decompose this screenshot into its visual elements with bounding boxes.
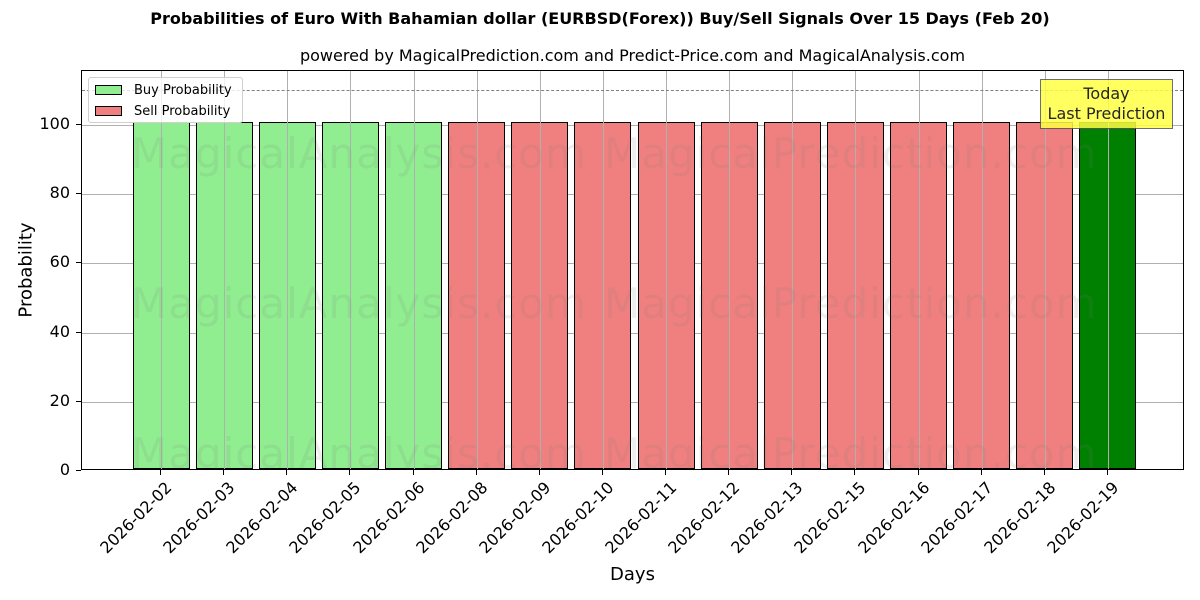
- gridline-x: [1107, 71, 1109, 469]
- annotation-line-1: Today: [1083, 84, 1130, 103]
- gridline-x: [602, 71, 604, 469]
- gridline-x: [476, 71, 478, 469]
- y-tick: [76, 193, 81, 195]
- y-tick-label: 60: [49, 252, 70, 272]
- gridline-x: [855, 71, 857, 469]
- sell-swatch-icon: [95, 106, 122, 116]
- x-tick: [286, 470, 288, 475]
- x-tick: [791, 470, 793, 475]
- y-tick: [76, 331, 81, 333]
- x-tick: [475, 470, 477, 475]
- y-axis-title: Probability: [15, 222, 37, 318]
- legend-item-buy: Buy Probability: [95, 81, 232, 99]
- reference-line: [82, 90, 1183, 92]
- y-tick-label: 40: [49, 321, 70, 341]
- y-tick: [76, 262, 81, 264]
- annotation-line-2: Last Prediction: [1047, 104, 1166, 123]
- legend-label-buy: Buy Probability: [134, 82, 232, 98]
- gridline-x: [287, 71, 289, 469]
- x-tick: [538, 470, 540, 475]
- gridline-y: [82, 401, 1183, 403]
- y-tick-label: 20: [49, 390, 70, 410]
- gridline-x: [161, 71, 162, 469]
- gridline-x: [350, 71, 352, 469]
- x-tick: [160, 470, 161, 475]
- plot-area: MagicalAnalysis.comMagicalPrediction.com…: [81, 70, 1184, 470]
- gridline-y: [82, 125, 1183, 126]
- x-tick: [1106, 470, 1108, 475]
- x-tick: [1043, 470, 1045, 475]
- gridline-x: [224, 71, 226, 469]
- legend-label-sell: Sell Probability: [134, 103, 231, 119]
- x-tick: [412, 470, 414, 475]
- legend-item-sell: Sell Probability: [95, 102, 230, 120]
- y-tick: [76, 470, 81, 471]
- gridline-x: [1044, 71, 1046, 469]
- x-tick: [917, 470, 919, 475]
- gridline-x: [413, 71, 415, 469]
- buy-swatch-icon: [95, 85, 122, 95]
- x-tick: [728, 470, 730, 475]
- today-annotation: Today Last Prediction: [1040, 79, 1173, 129]
- gridline-x: [918, 71, 920, 469]
- chart-title: Probabilities of Euro With Bahamian doll…: [150, 9, 1050, 28]
- y-tick-label: 0: [59, 460, 70, 479]
- x-tick: [349, 470, 351, 475]
- gridline-x: [729, 71, 731, 469]
- gridline-x: [792, 71, 794, 469]
- x-tick: [854, 470, 856, 475]
- x-tick: [665, 470, 667, 475]
- y-tick: [76, 124, 81, 125]
- gridline-y: [82, 263, 1183, 265]
- y-tick-label: 80: [49, 183, 70, 203]
- gridline-x: [539, 71, 541, 469]
- x-tick: [601, 470, 603, 475]
- gridline-y: [82, 194, 1183, 196]
- gridline-x: [666, 71, 668, 469]
- chart-subtitle: powered by MagicalPrediction.com and Pre…: [299, 46, 966, 65]
- x-tick: [223, 470, 225, 475]
- legend: Buy Probability Sell Probability: [88, 77, 243, 123]
- x-axis-title: Days: [610, 564, 655, 585]
- gridline-y: [82, 332, 1183, 334]
- y-tick: [76, 400, 81, 402]
- y-tick-label: 100: [39, 114, 70, 133]
- x-tick: [980, 470, 982, 475]
- gridline-x: [981, 71, 983, 469]
